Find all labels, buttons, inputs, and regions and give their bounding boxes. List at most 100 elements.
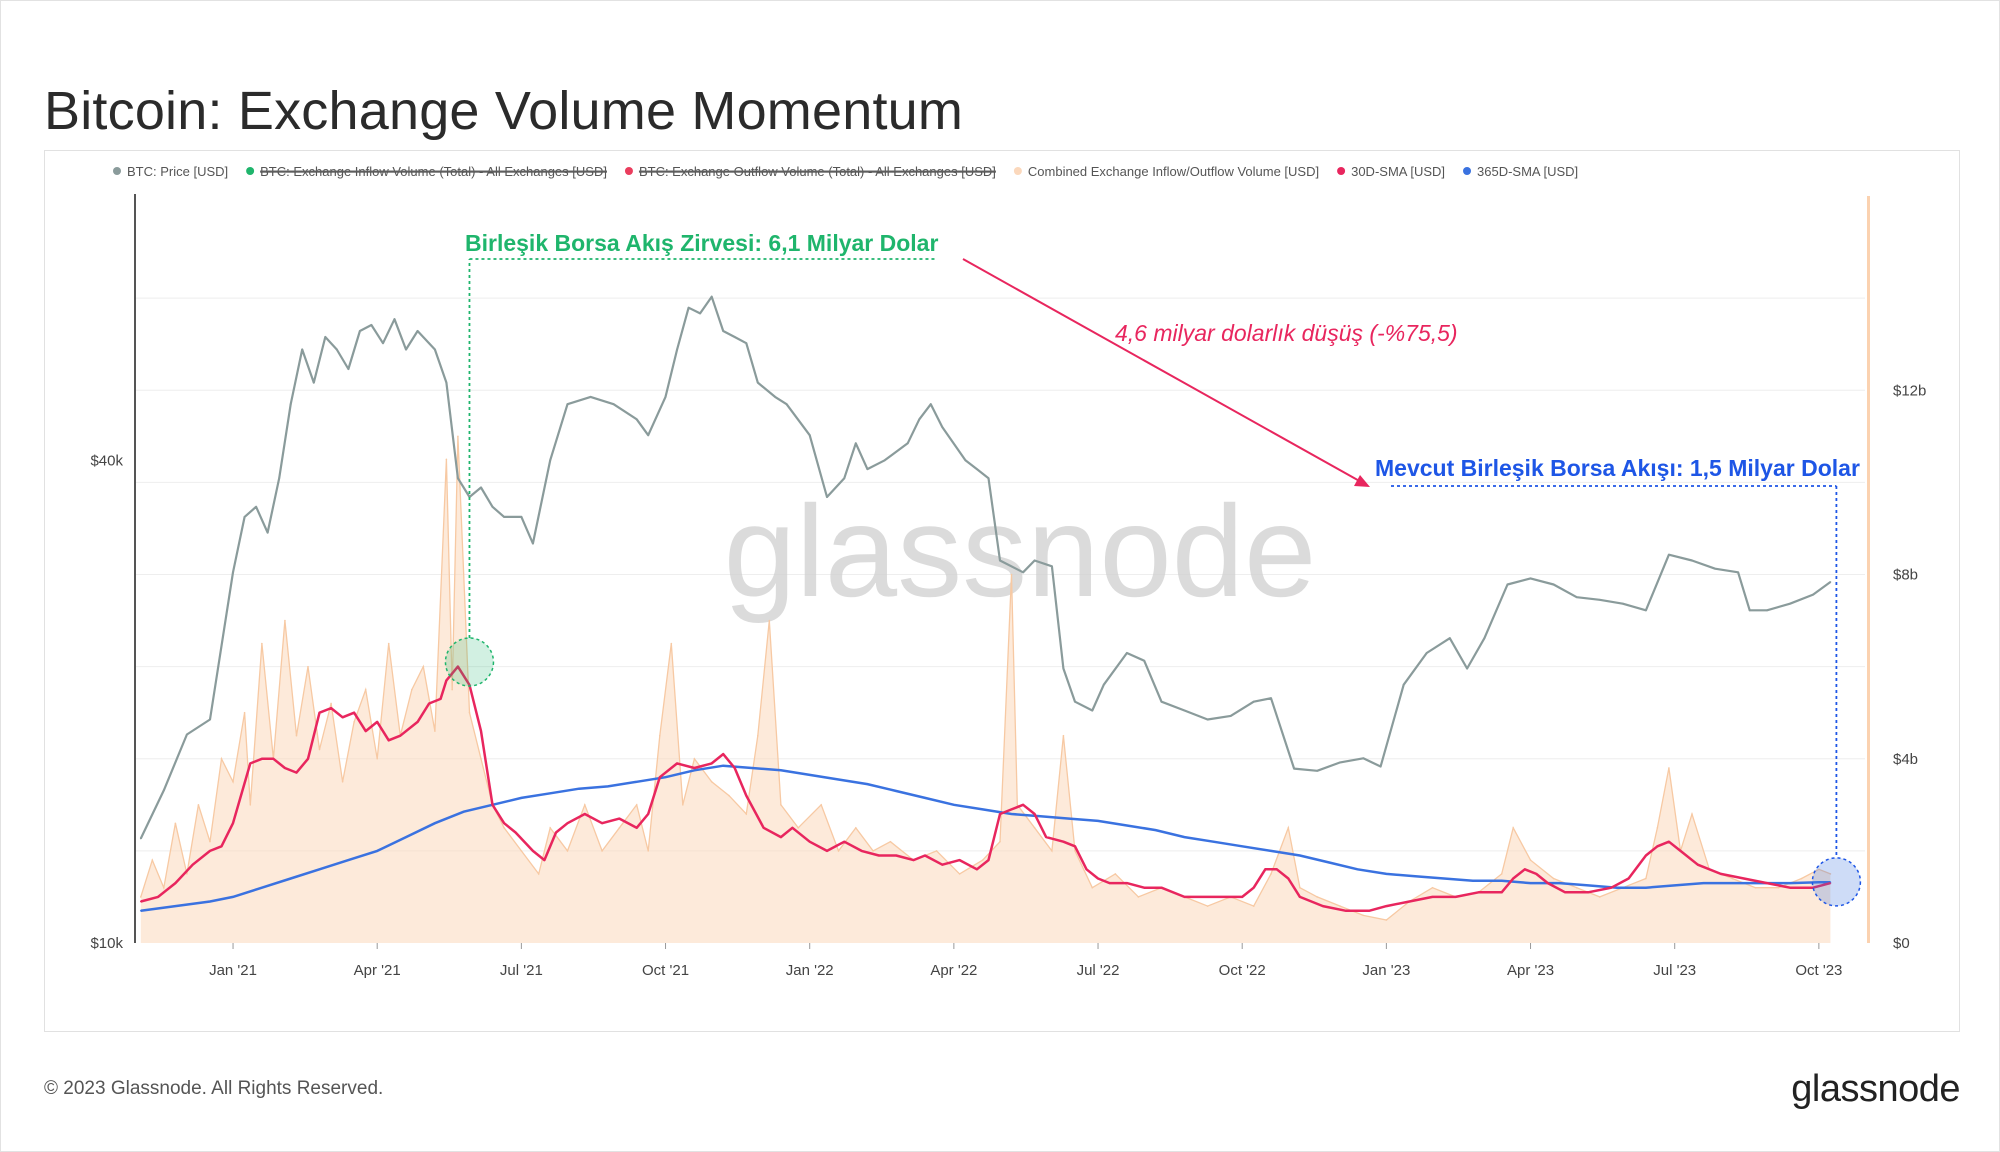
legend-item[interactable]: BTC: Price [USD] [127,164,228,179]
price-point [1033,559,1036,562]
sma30-point [1097,877,1099,880]
combined-volume-point [1818,868,1820,871]
sma365-point [1472,880,1474,882]
combined-volume-point [411,688,413,691]
price-point [359,330,361,332]
price-point [854,442,857,445]
sma365-point [1270,850,1272,852]
sma30-point [745,794,748,797]
sma30-point [364,730,367,732]
combined-volume-point [1529,859,1532,861]
legend-item[interactable]: 30D-SMA [USD] [1351,164,1445,179]
sma30-point [1368,909,1370,912]
sma365-point [1616,886,1618,889]
combined-volume-point [1033,827,1036,829]
price-point [1316,769,1319,772]
combined-volume-point [1575,886,1578,889]
x-axis-tick: Oct '22 [1219,962,1266,979]
sma30-point [1022,804,1024,806]
sma30-point [808,840,811,843]
combined-volume-point [1800,877,1803,880]
price-point [1074,700,1076,703]
price-point [941,426,944,429]
combined-volume-point [295,734,298,737]
price-point [1091,709,1094,712]
sma30-point [491,804,494,806]
combined-volume-point [209,840,211,843]
sma30-point [514,831,517,834]
sma30-point [1512,877,1515,880]
combined-volume-point [1206,905,1209,907]
drop-arrow-head [1354,475,1370,487]
sma30-point [249,762,252,765]
price-point [1270,697,1272,700]
combined-volume-point [249,804,252,806]
combined-volume-area [140,436,1831,943]
sma30-point [1668,840,1670,843]
sma30-point [1829,882,1832,884]
price-point [647,434,650,437]
price-point [491,505,494,508]
sma365-point [1789,882,1791,884]
price-point [1691,559,1693,562]
sma365-point [434,822,436,825]
combined-volume-point [445,458,448,461]
sma30-point [658,776,661,778]
axes: $10k $40k $0 $4b $8b $12b Jan '21 Apr '21 Jul '2… [90,194,1926,979]
sma365-point [808,774,811,776]
sma30-point [1564,891,1566,894]
sma365-point [1097,820,1099,822]
combined-volume-point [480,757,482,760]
price-point [1362,757,1365,760]
legend-item[interactable]: 365D-SMA [USD] [1477,164,1578,179]
combined-volume-point [376,757,379,760]
price-point [976,468,978,471]
price-point [635,418,638,421]
combined-volume-point [693,757,696,760]
combined-volume-point [1270,873,1272,875]
sma30-point [762,827,765,829]
sma365-point [981,808,984,811]
left-axis-tick: $10k [90,935,123,952]
combined-volume-point [364,688,367,691]
sma365-point [780,769,782,772]
combined-volume-point [1431,886,1434,889]
sma365-point [1702,882,1705,884]
combined-volume-point [1137,896,1140,898]
price-point [1022,571,1024,574]
sma30-point [584,813,586,815]
sma30-point [566,822,569,825]
price-point [756,381,759,384]
price-point [1339,761,1342,764]
sma365-point [924,797,926,799]
sma30-point [1587,891,1589,894]
combined-volume-point [520,850,523,852]
x-axis-tick: Jan '22 [786,962,834,979]
price-point [1051,565,1053,568]
combined-volume-point [434,730,436,732]
sma30-point [826,850,828,852]
combined-volume-point [757,734,759,737]
sma30-point [635,827,638,829]
x-axis-tick: Jan '23 [1362,962,1410,979]
legend: BTC: Price [USD] BTC: Exchange Inflow Vol… [113,164,1578,179]
combined-volume-point [422,665,425,668]
sma30-point [710,762,713,765]
sma30-point [1322,905,1324,907]
price-point [312,381,315,384]
sma30-point [503,822,505,825]
price-point [1789,602,1791,605]
right-axis-tick: $12b [1893,382,1926,399]
peak-marker [444,637,495,687]
price-point [139,837,142,840]
sma365-point [1385,873,1388,875]
combined-volume-point [745,813,748,815]
legend-item[interactable]: Combined Exchange Inflow/Outflow Volume … [1028,164,1319,179]
combined-volume-point [1316,896,1318,898]
footer-logo[interactable]: glassnode [1791,1068,1960,1110]
annotations: Birleşik Borsa Akış Zirvesi: 6,1 Milyar … [444,230,1862,907]
combined-volume-point [387,642,390,645]
chart-container: BTC: Price [USD] BTC: Exchange Inflow Vol… [44,150,1960,1032]
price-point [416,330,419,332]
sma30-point [1143,886,1145,889]
